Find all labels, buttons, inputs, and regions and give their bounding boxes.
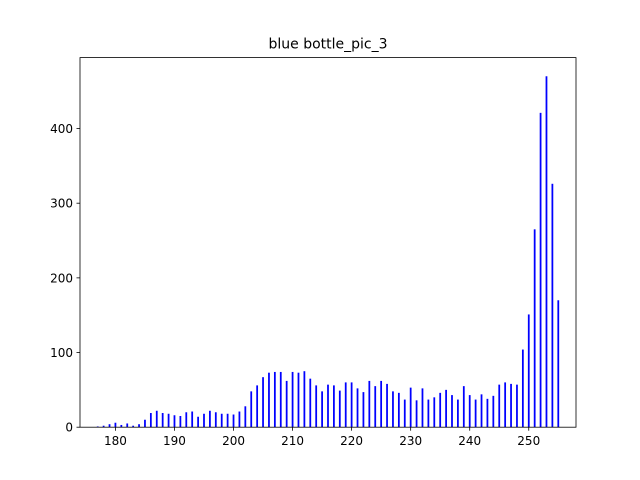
- bar: [498, 384, 501, 428]
- bar: [380, 380, 383, 428]
- x-tick-label: 220: [340, 434, 363, 448]
- bar: [539, 112, 542, 428]
- bar: [533, 229, 536, 428]
- x-tick-label: 190: [163, 434, 186, 448]
- bar: [327, 384, 329, 428]
- bar: [356, 388, 359, 428]
- bar: [167, 413, 170, 428]
- bar: [516, 384, 518, 428]
- bar: [474, 399, 477, 428]
- bar: [510, 383, 512, 428]
- bar: [155, 410, 158, 428]
- bar: [268, 372, 270, 428]
- bar: [126, 423, 129, 428]
- bar: [279, 371, 282, 428]
- bar: [291, 371, 294, 428]
- bar: [333, 385, 335, 428]
- bar: [232, 414, 235, 428]
- bar: [433, 397, 436, 428]
- x-tick-label: 240: [458, 434, 481, 448]
- bar: [309, 378, 312, 428]
- bar: [173, 415, 176, 428]
- bar: [480, 394, 483, 428]
- bar: [551, 183, 554, 428]
- bar: [191, 411, 194, 428]
- bar: [527, 314, 530, 428]
- bar: [451, 395, 453, 428]
- bar: [197, 416, 199, 428]
- x-axis-ticks: 180 190 200 210 220 230 240 250: [104, 427, 540, 448]
- bar: [397, 392, 400, 428]
- bar: [144, 419, 146, 428]
- x-tick-label: 230: [399, 434, 422, 448]
- bar: [102, 425, 105, 428]
- bar: [214, 412, 217, 428]
- bar: [462, 386, 465, 428]
- bar: [445, 389, 447, 428]
- bar: [315, 385, 318, 428]
- bar: [321, 391, 323, 428]
- y-tick-label: 300: [50, 197, 73, 211]
- bar: [415, 400, 418, 428]
- bar: [161, 413, 164, 428]
- bar: [149, 413, 152, 428]
- bar: [374, 386, 377, 428]
- bar: [209, 410, 211, 428]
- bar: [238, 411, 241, 428]
- bar: [256, 385, 259, 428]
- bar: [521, 349, 524, 428]
- bar: [368, 380, 371, 428]
- x-tick-label: 210: [281, 434, 304, 448]
- bar: [303, 371, 306, 428]
- bar: [362, 392, 365, 428]
- bar: [427, 399, 430, 428]
- bar: [244, 406, 247, 428]
- bar: [203, 413, 205, 428]
- bar: [338, 390, 341, 428]
- bar: [108, 424, 111, 428]
- bar: [226, 413, 229, 428]
- bar: [457, 399, 459, 428]
- bar: [273, 371, 276, 428]
- chart-title: blue bottle_pic_3: [268, 37, 387, 53]
- y-tick-label: 400: [50, 122, 73, 136]
- x-tick-label: 200: [222, 434, 245, 448]
- bar: [492, 395, 495, 428]
- bar: [185, 412, 188, 428]
- bar: [262, 377, 264, 428]
- bar: [179, 416, 182, 428]
- y-axis-ticks: 0 100 200 300 400: [50, 122, 80, 435]
- plot-frame: [79, 57, 577, 428]
- y-tick-label: 100: [50, 346, 73, 360]
- bar: [409, 387, 412, 428]
- bar: [486, 398, 489, 428]
- x-tick-label: 250: [517, 434, 540, 448]
- bar: [297, 372, 300, 428]
- bar: [468, 395, 471, 428]
- bar: [504, 382, 507, 428]
- x-tick-label: 180: [104, 434, 127, 448]
- bar: [392, 391, 394, 428]
- bar: [285, 380, 288, 428]
- bar: [138, 424, 140, 428]
- bar: [220, 413, 223, 428]
- bars-group: [96, 76, 560, 428]
- bar: [114, 422, 117, 428]
- bar: [386, 383, 388, 428]
- bar: [439, 392, 442, 428]
- bar: [545, 76, 548, 428]
- bar: [350, 382, 353, 428]
- bar: [132, 425, 135, 428]
- bar: [421, 388, 424, 428]
- bar: [557, 300, 560, 428]
- y-tick-label: 0: [65, 421, 73, 435]
- bar: [344, 382, 347, 428]
- bar: [250, 391, 253, 428]
- bar: [120, 424, 123, 428]
- bar: [403, 399, 406, 428]
- y-tick-label: 200: [50, 271, 73, 285]
